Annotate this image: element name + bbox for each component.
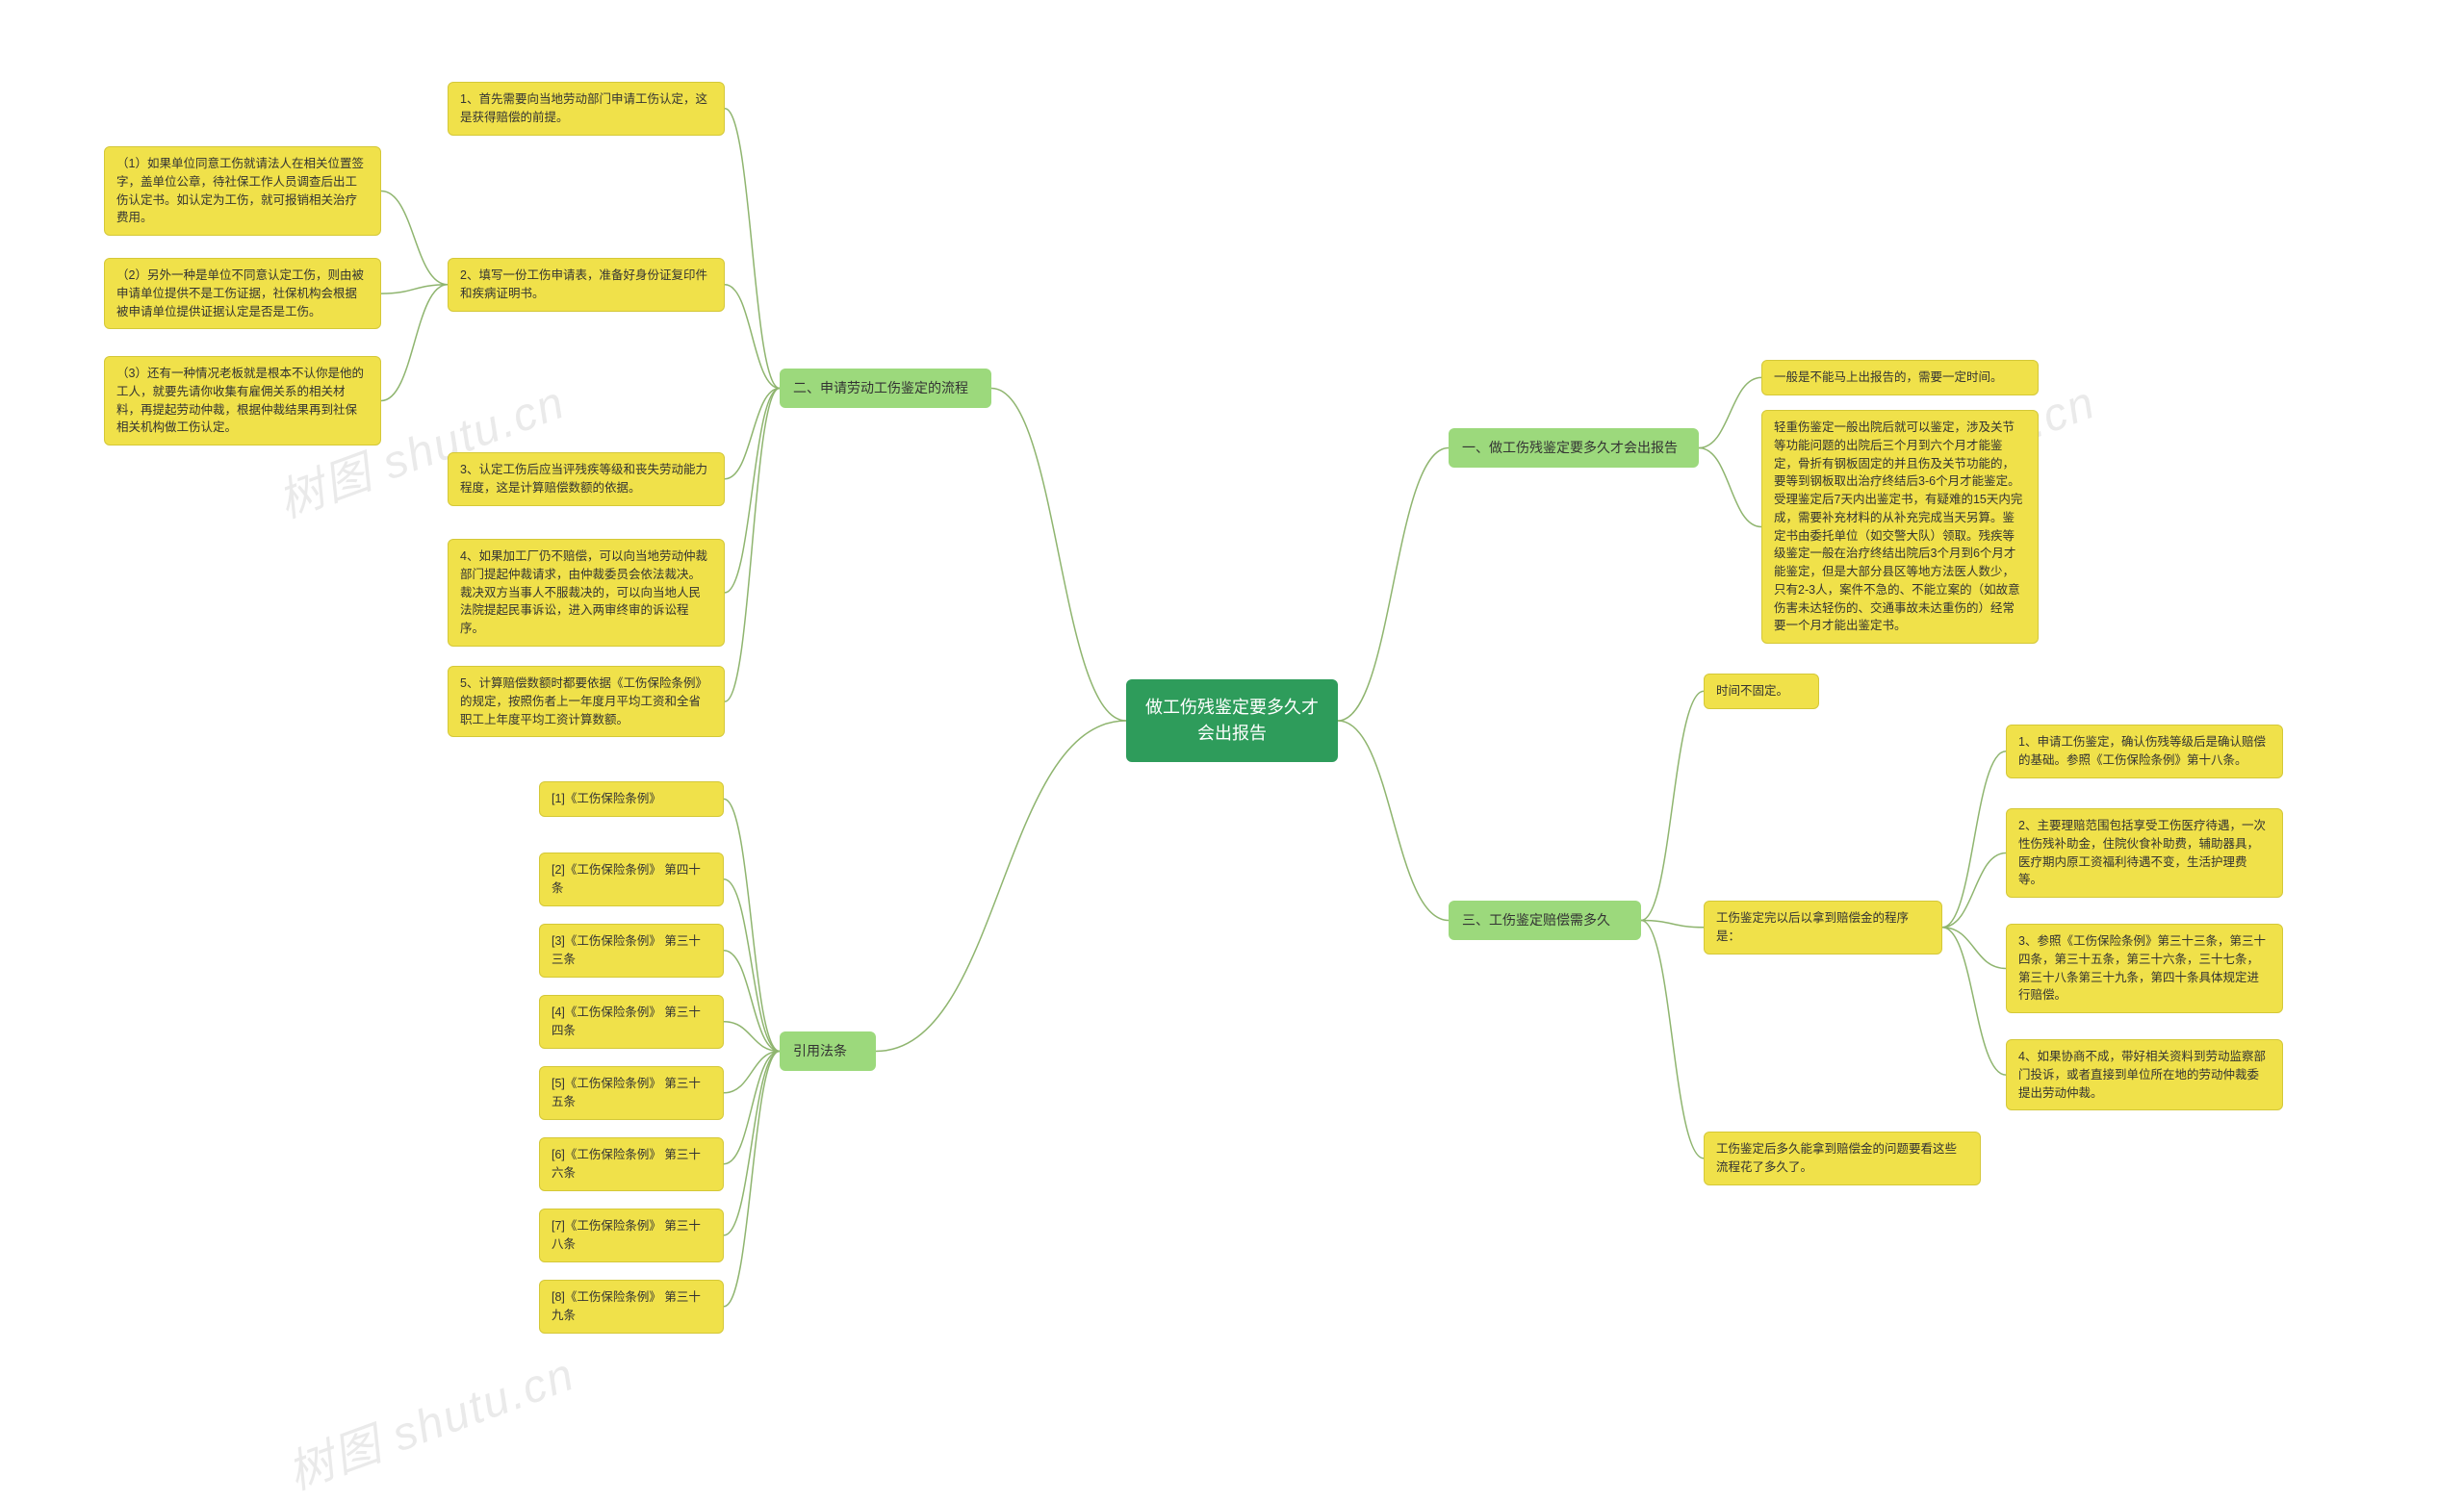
root-title: 做工伤残鉴定要多久才会出报告 (1145, 698, 1319, 743)
branch-2-item-3: 4、如果加工厂仍不赔偿，可以向当地劳动仲裁部门提起仲裁请求，由仲裁委员会依法裁决… (448, 539, 725, 647)
branch-3-item-2: 工伤鉴定后多久能拿到赔偿金的问题要看这些流程花了多久了。 (1704, 1132, 1981, 1185)
branch-1-title: 一、做工伤残鉴定要多久才会出报告 (1462, 440, 1678, 455)
branch-2-title: 二、申请劳动工伤鉴定的流程 (793, 380, 968, 395)
law-item-6: [7]《工伤保险条例》 第三十八条 (539, 1209, 724, 1262)
law-item-4: [5]《工伤保险条例》 第三十五条 (539, 1066, 724, 1120)
branch-1-item-0: 一般是不能马上出报告的，需要一定时间。 (1761, 360, 2039, 395)
branch-2-sub-1: （2）另外一种是单位不同意认定工伤，则由被申请单位提供不是工伤证据，社保机构会根… (104, 258, 381, 329)
watermark: 树图 shutu.cn (276, 1337, 582, 1502)
branch-2-item-2: 3、认定工伤后应当评残疾等级和丧失劳动能力程度，这是计算赔偿数额的依据。 (448, 452, 725, 506)
branch-2-item-4: 5、计算赔偿数额时都要依据《工伤保险条例》的规定，按照伤者上一年度月平均工资和全… (448, 666, 725, 737)
branch-2-item-1: 2、填写一份工伤申请表，准备好身份证复印件和疾病证明书。 (448, 258, 725, 312)
branch-2-item-0: 1、首先需要向当地劳动部门申请工伤认定，这是获得赔偿的前提。 (448, 82, 725, 136)
law-item-5: [6]《工伤保险条例》 第三十六条 (539, 1137, 724, 1191)
branch-law: 引用法条 (780, 1031, 876, 1071)
branch-3-item-0: 时间不固定。 (1704, 674, 1819, 709)
branch-3: 三、工伤鉴定赔偿需多久 (1449, 901, 1641, 940)
root-node: 做工伤残鉴定要多久才会出报告 (1126, 679, 1338, 762)
branch-3-item-1: 工伤鉴定完以后以拿到赔偿金的程序是： (1704, 901, 1942, 955)
branch-3-sub-0: 1、申请工伤鉴定，确认伤残等级后是确认赔偿的基础。参照《工伤保险条例》第十八条。 (2006, 725, 2283, 778)
branch-3-sub-3: 4、如果协商不成，带好相关资料到劳动监察部门投诉，或者直接到单位所在地的劳动仲裁… (2006, 1039, 2283, 1110)
branch-3-sub-2: 3、参照《工伤保险条例》第三十三条，第三十四条，第三十五条，第三十六条，三十七条… (2006, 924, 2283, 1013)
law-item-2: [3]《工伤保险条例》 第三十三条 (539, 924, 724, 978)
branch-1-item-1: 轻重伤鉴定一般出院后就可以鉴定，涉及关节等功能问题的出院后三个月到六个月才能鉴定… (1761, 410, 2039, 644)
branch-2-sub-0: （1）如果单位同意工伤就请法人在相关位置签字，盖单位公章，待社保工作人员调查后出… (104, 146, 381, 236)
branch-law-title: 引用法条 (793, 1043, 847, 1058)
branch-2-sub-2: （3）还有一种情况老板就是根本不认你是他的工人，就要先请你收集有雇佣关系的相关材… (104, 356, 381, 446)
law-item-7: [8]《工伤保险条例》 第三十九条 (539, 1280, 724, 1334)
branch-3-sub-1: 2、主要理赔范围包括享受工伤医疗待遇，一次性伤残补助金，住院伙食补助费，辅助器具… (2006, 808, 2283, 898)
law-item-3: [4]《工伤保险条例》 第三十四条 (539, 995, 724, 1049)
branch-3-title: 三、工伤鉴定赔偿需多久 (1462, 912, 1610, 928)
law-item-1: [2]《工伤保险条例》 第四十条 (539, 853, 724, 906)
branch-1: 一、做工伤残鉴定要多久才会出报告 (1449, 428, 1699, 468)
law-item-0: [1]《工伤保险条例》 (539, 781, 724, 817)
branch-2: 二、申请劳动工伤鉴定的流程 (780, 369, 991, 408)
